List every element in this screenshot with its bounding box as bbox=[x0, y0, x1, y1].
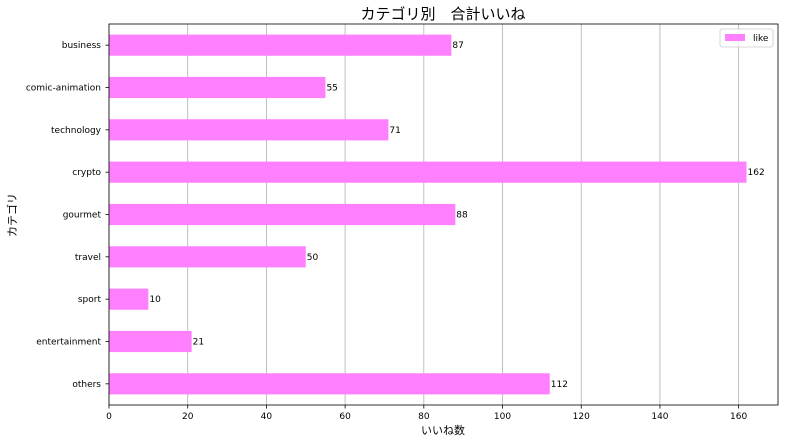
x-tick-label: 40 bbox=[261, 412, 273, 422]
y-tick-label-others: others bbox=[72, 380, 101, 390]
data-label-sport: 10 bbox=[149, 295, 161, 305]
data-label-crypto: 162 bbox=[748, 168, 765, 178]
data-label-gourmet: 88 bbox=[456, 211, 468, 221]
data-label-comic-animation: 55 bbox=[326, 84, 337, 94]
y-tick-label-travel: travel bbox=[75, 253, 101, 263]
y-tick-label-sport: sport bbox=[78, 295, 102, 305]
x-tick-label: 100 bbox=[494, 412, 511, 422]
x-axis-label: いいね数 bbox=[421, 424, 465, 437]
bar-technology bbox=[109, 119, 389, 141]
x-tick-label: 80 bbox=[418, 412, 430, 422]
bar-travel bbox=[109, 246, 306, 268]
x-tick-label: 160 bbox=[730, 412, 747, 422]
legend-label: like bbox=[753, 34, 769, 44]
bar-crypto bbox=[109, 161, 747, 183]
legend-box bbox=[719, 28, 774, 48]
chart-title: カテゴリ別 合計いいね bbox=[360, 5, 525, 23]
bar-entertainment bbox=[109, 330, 192, 353]
y-tick-label-crypto: crypto bbox=[72, 168, 101, 178]
legend-swatch bbox=[725, 34, 745, 41]
bars: 87 55 71 162 88 50 10 21 112 bbox=[109, 34, 765, 395]
data-label-travel: 50 bbox=[307, 253, 319, 263]
y-tick-label-technology: technology bbox=[51, 126, 102, 136]
y-tick-label-business: business bbox=[62, 41, 102, 51]
bar-sport bbox=[109, 288, 149, 310]
x-tick-label: 120 bbox=[573, 412, 590, 422]
data-label-business: 87 bbox=[452, 41, 463, 51]
x-axis-ticks: 0 20 40 60 80 100 120 140 160 bbox=[106, 405, 748, 422]
bar-others bbox=[109, 373, 550, 395]
legend: like bbox=[719, 28, 774, 48]
data-label-technology: 71 bbox=[389, 126, 400, 136]
y-axis-ticks: business comic-animation technology crypto g… bbox=[26, 41, 109, 390]
y-axis-label: カテゴリ bbox=[5, 193, 19, 237]
bar-gourmet bbox=[109, 203, 456, 226]
bar-comic-animation bbox=[109, 76, 326, 99]
x-tick-label: 140 bbox=[651, 412, 668, 422]
x-tick-label: 0 bbox=[106, 412, 112, 422]
x-tick-label: 60 bbox=[339, 412, 351, 422]
y-tick-label-comic-animation: comic-animation bbox=[26, 84, 101, 94]
data-label-entertainment: 21 bbox=[193, 338, 204, 348]
bar-business bbox=[109, 34, 452, 56]
x-tick-label: 20 bbox=[182, 412, 194, 422]
y-tick-label-entertainment: entertainment bbox=[36, 338, 101, 348]
y-tick-label-gourmet: gourmet bbox=[63, 211, 102, 221]
data-label-others: 112 bbox=[551, 380, 568, 390]
